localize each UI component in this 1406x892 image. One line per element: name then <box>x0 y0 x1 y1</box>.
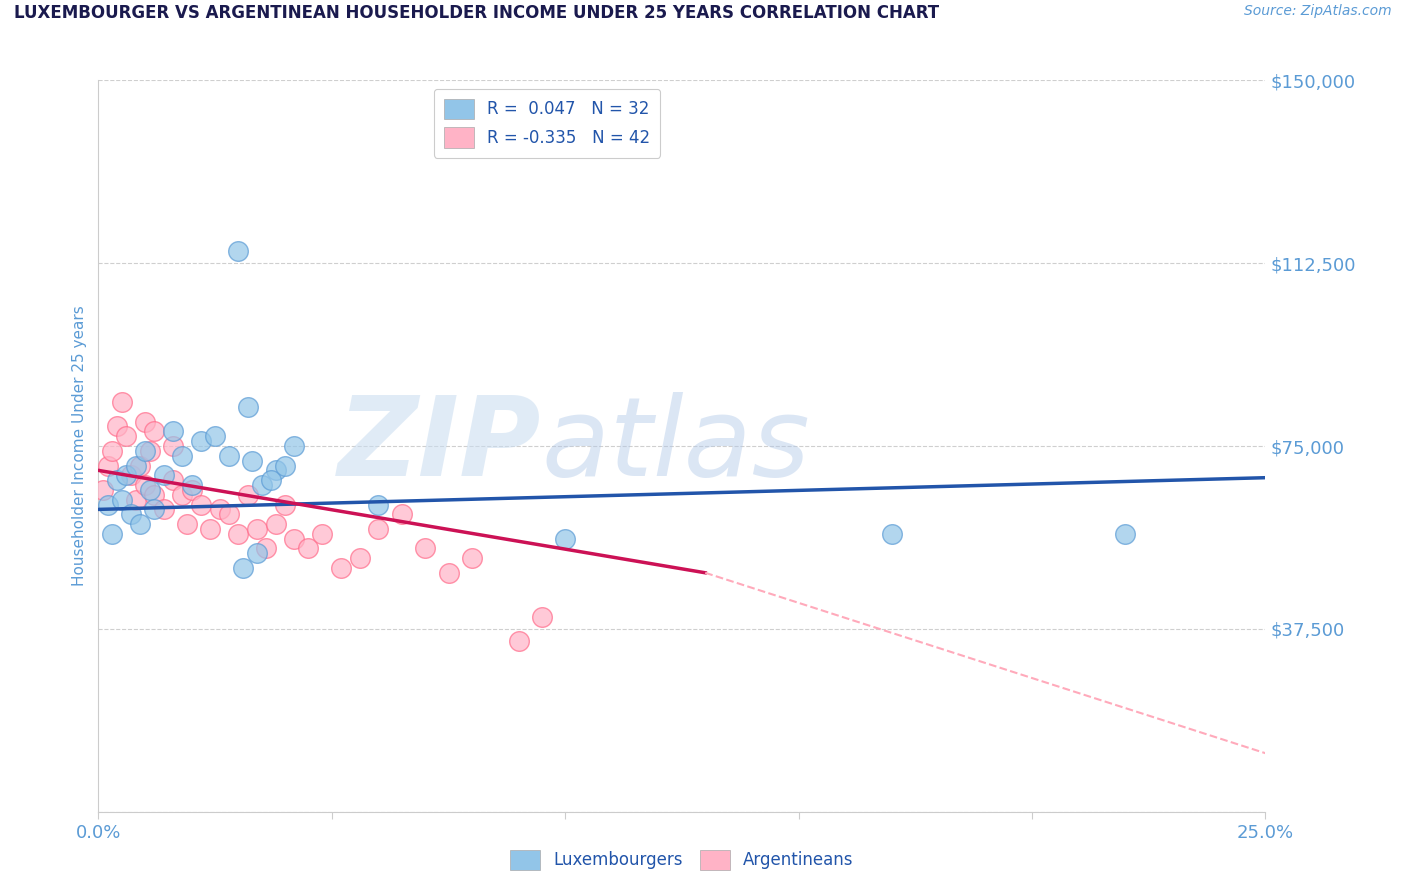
Point <box>250 478 273 492</box>
Point <box>554 532 576 546</box>
Point <box>256 541 278 556</box>
Text: LUXEMBOURGER VS ARGENTINEAN HOUSEHOLDER INCOME UNDER 25 YEARS CORRELATION CHART: LUXEMBOURGER VS ARGENTINEAN HOUSEHOLDER … <box>14 4 939 22</box>
Point <box>105 419 128 434</box>
Point <box>461 551 484 566</box>
Point <box>274 458 297 473</box>
Point <box>283 532 305 546</box>
Point <box>264 463 287 477</box>
Point <box>120 468 142 483</box>
Point <box>111 395 134 409</box>
Point <box>413 541 436 556</box>
Point <box>143 488 166 502</box>
Text: atlas: atlas <box>541 392 810 500</box>
Point <box>190 434 212 449</box>
Point <box>283 439 305 453</box>
Point <box>208 502 231 516</box>
Point <box>115 429 138 443</box>
Point <box>246 522 269 536</box>
Point <box>120 508 142 522</box>
Point <box>180 483 202 497</box>
Point <box>1114 526 1136 541</box>
Point <box>274 498 297 512</box>
Point <box>105 473 128 487</box>
Point <box>236 488 259 502</box>
Point <box>162 425 184 439</box>
Point <box>134 415 156 429</box>
Point <box>218 449 240 463</box>
Point <box>228 244 250 258</box>
Point <box>437 566 460 580</box>
Point <box>190 498 212 512</box>
Point <box>172 449 194 463</box>
Point <box>97 498 120 512</box>
Point <box>330 561 353 575</box>
Point <box>264 516 287 531</box>
Point <box>134 443 156 458</box>
Point <box>367 498 389 512</box>
Point <box>530 609 553 624</box>
Point <box>232 561 254 575</box>
Point <box>367 522 389 536</box>
Point <box>162 473 184 487</box>
Point <box>97 458 120 473</box>
Point <box>204 429 226 443</box>
Text: ZIP: ZIP <box>339 392 541 500</box>
Point <box>172 488 194 502</box>
Point <box>125 492 148 507</box>
Point <box>129 458 152 473</box>
Point <box>246 546 269 560</box>
Point <box>125 458 148 473</box>
Point <box>134 478 156 492</box>
Point <box>139 443 162 458</box>
Point <box>311 526 333 541</box>
Point <box>143 425 166 439</box>
Point <box>101 443 124 458</box>
Point <box>228 526 250 541</box>
Point <box>508 634 530 648</box>
Point <box>91 483 114 497</box>
Y-axis label: Householder Income Under 25 years: Householder Income Under 25 years <box>72 306 87 586</box>
Point <box>180 478 202 492</box>
Point <box>236 400 259 414</box>
Point <box>111 492 134 507</box>
Point <box>349 551 371 566</box>
Point <box>152 468 174 483</box>
Point <box>152 502 174 516</box>
Point <box>218 508 240 522</box>
Point <box>200 522 222 536</box>
Point <box>115 468 138 483</box>
Point <box>129 516 152 531</box>
Point <box>391 508 413 522</box>
Point <box>880 526 903 541</box>
Point <box>139 483 162 497</box>
Point <box>260 473 283 487</box>
Point <box>297 541 319 556</box>
Point <box>101 526 124 541</box>
Point <box>242 453 264 467</box>
Point <box>162 439 184 453</box>
Legend: Luxembourgers, Argentineans: Luxembourgers, Argentineans <box>503 843 860 877</box>
Point <box>176 516 198 531</box>
Point <box>143 502 166 516</box>
Text: Source: ZipAtlas.com: Source: ZipAtlas.com <box>1244 4 1392 19</box>
